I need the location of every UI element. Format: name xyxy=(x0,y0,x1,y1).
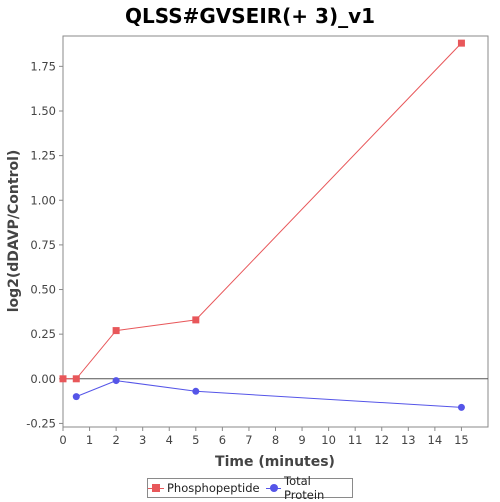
y-tick-label: 0.25 xyxy=(30,327,56,341)
data-point-phosphopeptide xyxy=(192,316,200,324)
data-point-total-protein xyxy=(72,393,80,401)
square-marker-icon xyxy=(148,483,164,493)
x-tick-label: 7 xyxy=(245,433,252,447)
x-tick-label: 8 xyxy=(272,433,279,447)
legend-label-phosphopeptide: Phosphopeptide xyxy=(167,481,260,495)
x-tick-label: 5 xyxy=(192,433,199,447)
data-point-phosphopeptide xyxy=(457,39,465,47)
data-point-phosphopeptide xyxy=(112,327,120,335)
y-tick-label: 1.50 xyxy=(30,104,56,118)
y-axis: -0.25 0.00 0.25 0.50 0.75 1.00 1.25 1.50 1.75 xyxy=(26,59,63,430)
y-tick-label: 0.00 xyxy=(30,372,56,386)
x-tick-label: 9 xyxy=(298,433,305,447)
y-tick-label: 1.00 xyxy=(30,193,56,207)
data-point-total-protein xyxy=(112,377,120,385)
data-point-phosphopeptide xyxy=(72,375,80,383)
x-tick-label: 2 xyxy=(112,433,119,447)
x-tick-label: 3 xyxy=(139,433,146,447)
y-tick-label: -0.25 xyxy=(26,416,56,430)
chart-title: QLSS#GVSEIR(+ 3)_v1 xyxy=(125,4,375,28)
circle-marker-icon xyxy=(265,483,281,493)
legend-item-phosphopeptide: Phosphopeptide xyxy=(148,481,260,495)
x-axis: 0 1 2 3 4 5 6 7 8 9 10 11 12 13 14 15 xyxy=(59,427,469,447)
x-tick-label: 1 xyxy=(86,433,93,447)
x-tick-label: 10 xyxy=(321,433,336,447)
data-point-total-protein xyxy=(192,387,200,395)
x-tick-label: 13 xyxy=(401,433,416,447)
y-tick-label: 1.25 xyxy=(30,149,56,163)
legend-item-total-protein: Total Protein xyxy=(265,474,352,502)
x-tick-label: 14 xyxy=(428,433,443,447)
y-axis-label: log2(dDAVP/Control) xyxy=(6,150,22,313)
legend-label-total-protein: Total Protein xyxy=(284,474,325,502)
series-layer xyxy=(59,39,465,411)
x-tick-label: 6 xyxy=(219,433,226,447)
legend: Phosphopeptide Total Protein xyxy=(147,474,353,502)
series-line-total-protein xyxy=(76,380,462,408)
x-tick-label: 11 xyxy=(348,433,363,447)
y-tick-label: 0.75 xyxy=(30,238,56,252)
x-tick-label: 4 xyxy=(166,433,173,447)
x-axis-label: Time (minutes) xyxy=(215,454,335,470)
x-tick-label: 12 xyxy=(374,433,389,447)
x-tick-label: 15 xyxy=(454,433,469,447)
plot-area xyxy=(62,35,489,428)
y-tick-label: 0.50 xyxy=(30,283,56,297)
data-point-total-protein xyxy=(457,403,465,411)
data-point-phosphopeptide xyxy=(59,375,67,383)
y-tick-label: 1.75 xyxy=(30,59,56,73)
x-tick-label: 0 xyxy=(59,433,66,447)
